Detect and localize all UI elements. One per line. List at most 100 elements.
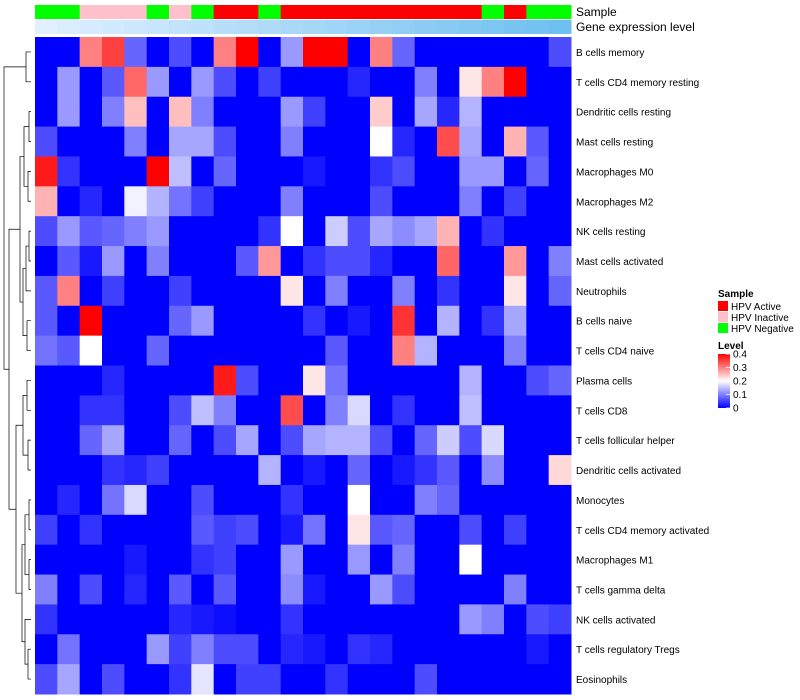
heatmap-cell	[392, 484, 416, 516]
heatmap-cell	[325, 664, 349, 695]
heatmap-cell	[437, 574, 460, 605]
heatmap-cell	[414, 156, 438, 187]
heatmap-cell	[191, 425, 215, 456]
heatmap-cell	[191, 37, 215, 68]
heatmap-cell	[504, 216, 527, 247]
gene-expression-annotation-bar	[35, 20, 572, 34]
heatmap-cell	[437, 66, 460, 98]
sample-annotation-cell	[437, 5, 460, 19]
heatmap-cell	[504, 544, 527, 576]
heatmap-cell	[347, 37, 371, 68]
heatmap-cell	[35, 126, 58, 157]
heatmap-cell	[124, 126, 148, 157]
dendrogram-branch	[27, 439, 31, 471]
heatmap-cell	[347, 365, 371, 396]
heatmap-cell	[325, 246, 349, 277]
heatmap-cell	[124, 664, 148, 695]
heatmap-cell	[258, 455, 282, 486]
row-label: T cells regulatory Tregs	[576, 645, 680, 656]
heatmap-cell	[57, 365, 81, 396]
heatmap-cell	[504, 305, 527, 337]
heatmap-cell	[169, 156, 192, 187]
heatmap-cell	[258, 604, 282, 635]
heatmap-cell	[548, 216, 572, 247]
heatmap-cell	[347, 514, 371, 546]
row-label: B cells memory	[576, 48, 644, 59]
heatmap-cell	[481, 126, 505, 157]
heatmap-cell	[236, 186, 259, 217]
row-labels: B cells memory T cells CD4 memory resting…	[576, 48, 709, 686]
heatmap-cell	[303, 604, 326, 635]
heatmap-cell	[459, 634, 483, 665]
heatmap-cell	[303, 275, 326, 307]
heatmap-cell	[57, 96, 81, 128]
heatmap-cell	[191, 395, 215, 426]
heatmap-cell	[414, 96, 438, 128]
heatmap-cell	[169, 126, 192, 157]
sample-annotation-cell	[325, 5, 349, 19]
gene-expression-annotation-cell	[347, 20, 371, 34]
heatmap-cell	[481, 664, 505, 695]
heatmap-cells	[35, 37, 572, 695]
heatmap-cell	[35, 484, 58, 516]
heatmap-cell	[124, 544, 148, 576]
row-label: Neutrophils	[576, 287, 627, 298]
heatmap-cell	[504, 66, 527, 98]
heatmap-cell	[437, 604, 460, 635]
heatmap-cell	[459, 37, 483, 68]
heatmap-cell	[169, 365, 192, 396]
heatmap-cell	[236, 455, 259, 486]
heatmap-cell	[169, 186, 192, 217]
heatmap-cell	[414, 514, 438, 546]
heatmap-cell	[57, 604, 81, 635]
heatmap-cell	[258, 156, 282, 187]
heatmap-cell	[258, 634, 282, 665]
heatmap-cell	[459, 544, 483, 576]
heatmap-cell	[370, 455, 393, 486]
heatmap-cell	[370, 425, 393, 456]
heatmap-cell	[79, 216, 103, 247]
heatmap-cell	[414, 275, 438, 307]
heatmap-cell	[191, 484, 215, 516]
heatmap-cell	[57, 664, 81, 695]
heatmap-cell	[548, 365, 572, 396]
heatmap-cell	[481, 335, 505, 366]
heatmap-cell	[526, 246, 550, 277]
heatmap-cell	[213, 514, 237, 546]
heatmap-cell	[392, 186, 416, 217]
sample-annotation-cell	[169, 5, 192, 19]
heatmap-cell	[169, 275, 192, 307]
heatmap-cell	[236, 37, 259, 68]
heatmap-cell	[437, 425, 460, 456]
heatmap-cell	[280, 37, 304, 68]
dendrogram-branch	[3, 66, 26, 370]
heatmap-cell	[102, 634, 125, 665]
heatmap-cell	[459, 395, 483, 426]
heatmap-cell	[124, 275, 148, 307]
heatmap-cell	[35, 216, 58, 247]
heatmap-cell	[481, 455, 505, 486]
heatmap-cell	[280, 305, 304, 337]
heatmap-cell	[124, 156, 148, 187]
heatmap-cell	[191, 574, 215, 605]
heatmap-cell	[169, 66, 192, 98]
heatmap-cell	[459, 186, 483, 217]
legend-sample-title: Sample	[718, 289, 754, 300]
heatmap-cell	[57, 275, 81, 307]
heatmap-cell	[79, 514, 103, 546]
heatmap-cell	[526, 604, 550, 635]
heatmap-cell	[303, 216, 326, 247]
heatmap-cell	[258, 186, 282, 217]
heatmap-cell	[169, 246, 192, 277]
row-label: T cells follicular helper	[576, 436, 675, 447]
heatmap-cell	[325, 455, 349, 486]
heatmap-cell	[370, 604, 393, 635]
heatmap-cell	[213, 246, 237, 277]
row-label: T cells gamma delta	[576, 585, 666, 596]
heatmap-cell	[414, 544, 438, 576]
heatmap-cell	[102, 275, 125, 307]
sample-annotation-bar	[35, 5, 572, 19]
heatmap-cell	[437, 126, 460, 157]
heatmap-cell	[526, 305, 550, 337]
heatmap-cell	[102, 365, 125, 396]
